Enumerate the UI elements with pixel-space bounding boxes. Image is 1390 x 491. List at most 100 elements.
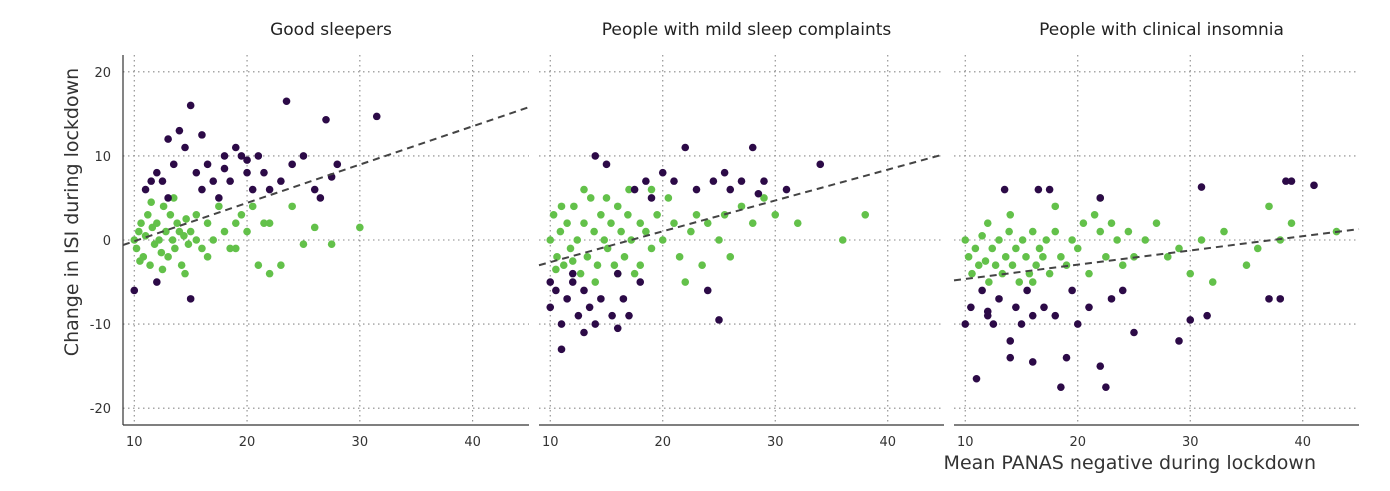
data-point-green — [1045, 269, 1054, 278]
data-point-green — [1287, 219, 1296, 227]
data-point-green — [991, 261, 1000, 270]
data-point-green — [566, 244, 575, 253]
trend-line — [538, 153, 945, 267]
data-point-green — [642, 227, 650, 236]
panels-layer: 20 10 0 -10 -20 10 20 30 40 Good sleepers 10 20 30 40… — [90, 20, 1360, 450]
data-point-dark — [1118, 286, 1127, 295]
data-point-green — [1152, 219, 1161, 227]
data-point-dark — [1034, 185, 1043, 194]
data-point-green — [327, 240, 336, 249]
data-point-dark — [557, 320, 566, 328]
data-point-green — [243, 227, 251, 236]
data-point-green — [177, 261, 186, 270]
data-point-green — [1015, 278, 1024, 286]
data-point-dark — [181, 143, 189, 152]
data-point-green — [1102, 253, 1110, 261]
data-point-green — [983, 219, 992, 227]
y-tick-label: 0 — [103, 234, 111, 249]
data-point-dark — [552, 286, 560, 295]
data-point-dark — [277, 177, 285, 185]
data-point-green — [220, 227, 229, 236]
data-point-green — [1032, 261, 1040, 270]
data-point-dark — [1062, 353, 1071, 362]
data-point-dark — [141, 185, 150, 194]
data-point-dark — [254, 152, 263, 160]
data-point-dark — [248, 185, 257, 194]
data-point-green — [1186, 269, 1195, 278]
data-point-green — [157, 248, 166, 257]
data-point-green — [1220, 227, 1228, 236]
data-point-green — [664, 194, 673, 202]
data-point-dark — [1265, 295, 1273, 303]
data-point-green — [1039, 253, 1047, 261]
data-point-green — [597, 210, 605, 219]
data-point-green — [675, 253, 684, 261]
trend-line — [122, 106, 530, 246]
data-point-dark — [625, 311, 633, 320]
data-point-dark — [1073, 320, 1082, 328]
data-point-green — [137, 219, 145, 227]
data-point-green — [181, 269, 189, 278]
data-point-dark — [203, 160, 212, 169]
data-point-green — [1028, 227, 1037, 236]
data-point-green — [687, 227, 695, 236]
data-point-green — [559, 261, 568, 270]
data-point-green — [184, 240, 193, 249]
data-point-green — [613, 202, 622, 211]
data-point-dark — [186, 295, 195, 303]
data-point-green — [1042, 236, 1051, 244]
data-point-dark — [1096, 362, 1105, 370]
data-point-dark — [613, 269, 622, 278]
data-point-dark — [1287, 177, 1296, 185]
data-point-dark — [961, 320, 970, 328]
x-tick-label: 30 — [1182, 435, 1199, 450]
data-point-green — [260, 219, 268, 227]
y-tick-label: 10 — [94, 150, 111, 165]
data-point-dark — [636, 278, 645, 286]
data-point-green — [132, 244, 141, 253]
data-point-green — [1107, 219, 1116, 227]
data-point-dark — [231, 143, 240, 152]
data-point-green — [961, 236, 970, 244]
x-tick-label: 30 — [352, 435, 369, 450]
data-point-green — [1242, 261, 1251, 270]
data-point-dark — [692, 185, 701, 194]
data-point-green — [576, 269, 585, 278]
data-point-dark — [209, 177, 218, 185]
data-point-green — [1113, 236, 1121, 244]
data-point-dark — [995, 295, 1003, 303]
data-point-green — [1005, 227, 1013, 236]
data-point-green — [182, 215, 190, 223]
data-point-green — [681, 278, 690, 286]
panel-3: 10 20 30 40 People with clinical insomnia — [953, 20, 1360, 450]
data-point-dark — [198, 185, 206, 194]
data-point-green — [155, 236, 163, 244]
data-point-dark — [585, 303, 594, 312]
data-point-dark — [972, 374, 981, 383]
data-point-dark — [1175, 337, 1183, 345]
data-point-green — [580, 185, 588, 194]
data-point-dark — [568, 278, 577, 286]
data-point-green — [1079, 219, 1088, 227]
data-point-dark — [1057, 383, 1065, 391]
data-point-dark — [1085, 303, 1093, 312]
data-point-dark — [288, 160, 296, 169]
data-point-dark — [153, 278, 161, 286]
data-point-dark — [1276, 295, 1285, 303]
data-point-dark — [681, 143, 690, 152]
data-point-dark — [243, 168, 251, 177]
data-point-dark — [670, 177, 678, 185]
data-point-green — [146, 261, 154, 270]
data-point-green — [186, 227, 195, 236]
data-point-green — [147, 198, 155, 206]
data-point-dark — [1006, 337, 1015, 345]
data-point-dark — [967, 303, 975, 312]
data-point-green — [658, 236, 667, 244]
data-point-green — [198, 244, 206, 253]
data-point-dark — [265, 185, 274, 194]
data-point-green — [1051, 202, 1060, 211]
data-point-dark — [164, 135, 172, 143]
data-point-green — [226, 244, 234, 253]
data-point-green — [1018, 236, 1027, 244]
data-point-green — [647, 244, 656, 253]
